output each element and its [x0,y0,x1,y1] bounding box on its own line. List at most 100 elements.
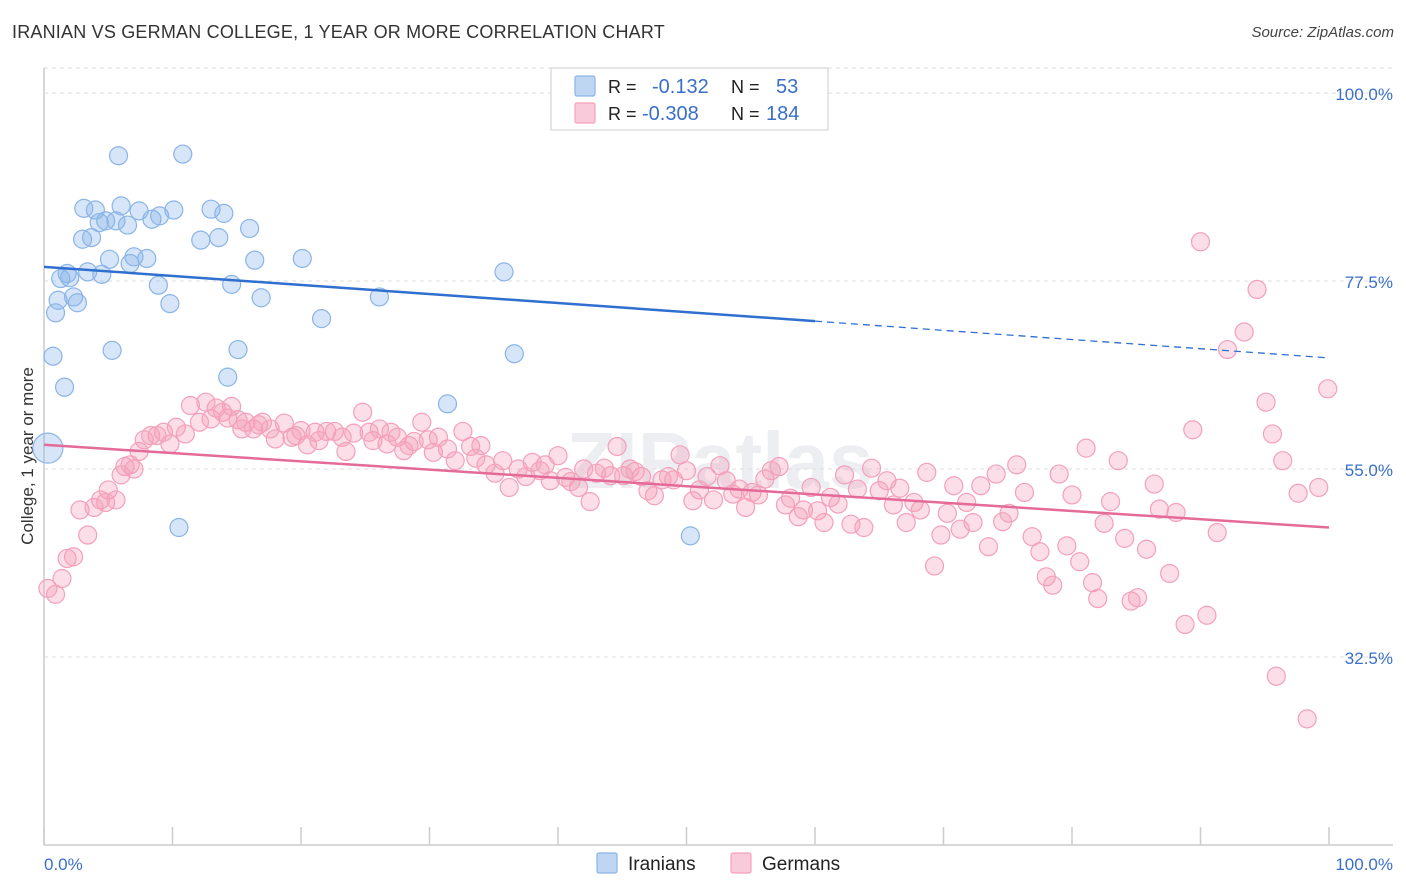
point-germans [412,412,432,432]
point-germans [944,476,964,496]
legend-n-label-iranians: N = [731,77,760,97]
point-germans [461,436,481,457]
point-germans [324,421,345,442]
point-germans [57,548,77,569]
point-iranians [494,262,514,282]
point-iranians [137,248,157,269]
point-iranians [99,249,120,269]
stats-legend-box [550,67,829,131]
point-germans [260,419,280,439]
point-germans [793,500,814,520]
y-tick-label: 32.5% [1345,649,1393,668]
point-germans [978,537,999,557]
point-germans [644,486,664,506]
series-legend: Iranians Germans [596,852,840,875]
point-germans [404,431,424,452]
point-germans [1273,451,1293,471]
point-iranians [160,294,180,314]
point-iranians [81,228,102,248]
point-germans [1256,392,1276,412]
point-germans [1082,573,1103,593]
point-germans [1136,539,1157,559]
point-germans [971,476,991,496]
point-iranians [106,211,126,231]
point-germans [931,525,951,545]
point-germans [1288,483,1308,503]
point-germans [697,466,717,487]
point-germans [63,547,84,567]
point-germans [445,451,465,471]
point-germans [1266,666,1286,686]
point-iranians [245,250,265,270]
point-iranians [191,230,211,250]
point-germans [769,456,789,477]
point-iranians [45,303,66,323]
point-germans [1183,420,1203,440]
point-iranians [89,212,109,233]
point-iranians [437,394,458,414]
point-iranians [173,144,193,164]
point-germans [1022,527,1042,547]
legend-swatch-iranians [574,75,596,97]
point-germans [180,395,201,416]
point-germans [1318,379,1338,399]
chart-source: Source: ZipAtlas.com [1251,24,1394,41]
point-germans [1115,528,1135,548]
point-germans [189,412,210,432]
point-germans [638,481,658,501]
point-germans [1070,552,1090,572]
bottom-legend-label-iranians: Iranians [628,854,696,875]
point-germans [98,480,118,500]
point-germans [1144,474,1164,494]
point-iranians [369,287,389,307]
point-germans [847,479,868,499]
point-iranians [680,526,700,546]
point-germans [153,422,174,442]
point-germans [499,477,519,498]
point-iranians [218,367,238,387]
point-germans [910,500,930,520]
point-germans [1030,542,1050,562]
point-germans [631,466,652,487]
point-germans [1149,499,1169,519]
point-iranians [78,262,98,282]
point-germans [1076,438,1096,458]
point-germans [291,421,311,441]
point-germans [381,422,401,442]
point-germans [1297,709,1317,729]
point-iranians [48,290,68,310]
point-germans [160,434,180,454]
point-iranians [108,146,129,166]
point-germans [332,427,352,447]
point-germans [52,568,72,589]
point-germans [423,442,443,462]
point-germans [676,461,697,481]
x-tick-marks [43,827,1330,845]
point-germans [1217,339,1238,360]
point-germans [437,439,458,459]
point-germans [1207,522,1227,543]
point-iranians [169,517,189,538]
watermark: ZIPatlas [567,416,874,505]
point-iranians [292,248,312,269]
point-germans [820,487,841,508]
point-germans [201,409,221,429]
stats-legend: R = -0.132 N = 53 R = -0.308 N = 184 [550,67,829,131]
chart-title: IRANIAN VS GERMAN COLLEGE, 1 YEAR OR MOR… [12,22,665,42]
point-iranians [164,200,184,220]
bottom-legend-label-germans: Germans [762,854,840,875]
point-germans [453,421,473,442]
point-iranians [148,275,168,295]
point-iranians [228,339,248,360]
point-germans [1190,232,1211,252]
point-germans [369,419,389,439]
point-iranians [67,293,88,313]
point-iranians [209,228,229,248]
axes [43,68,1393,846]
y-axis-label: College, 1 year or more [18,367,37,545]
point-germans [594,458,614,478]
point-germans [703,490,724,510]
y-tick-label: 100.0% [1335,85,1393,104]
point-germans [1309,477,1329,498]
